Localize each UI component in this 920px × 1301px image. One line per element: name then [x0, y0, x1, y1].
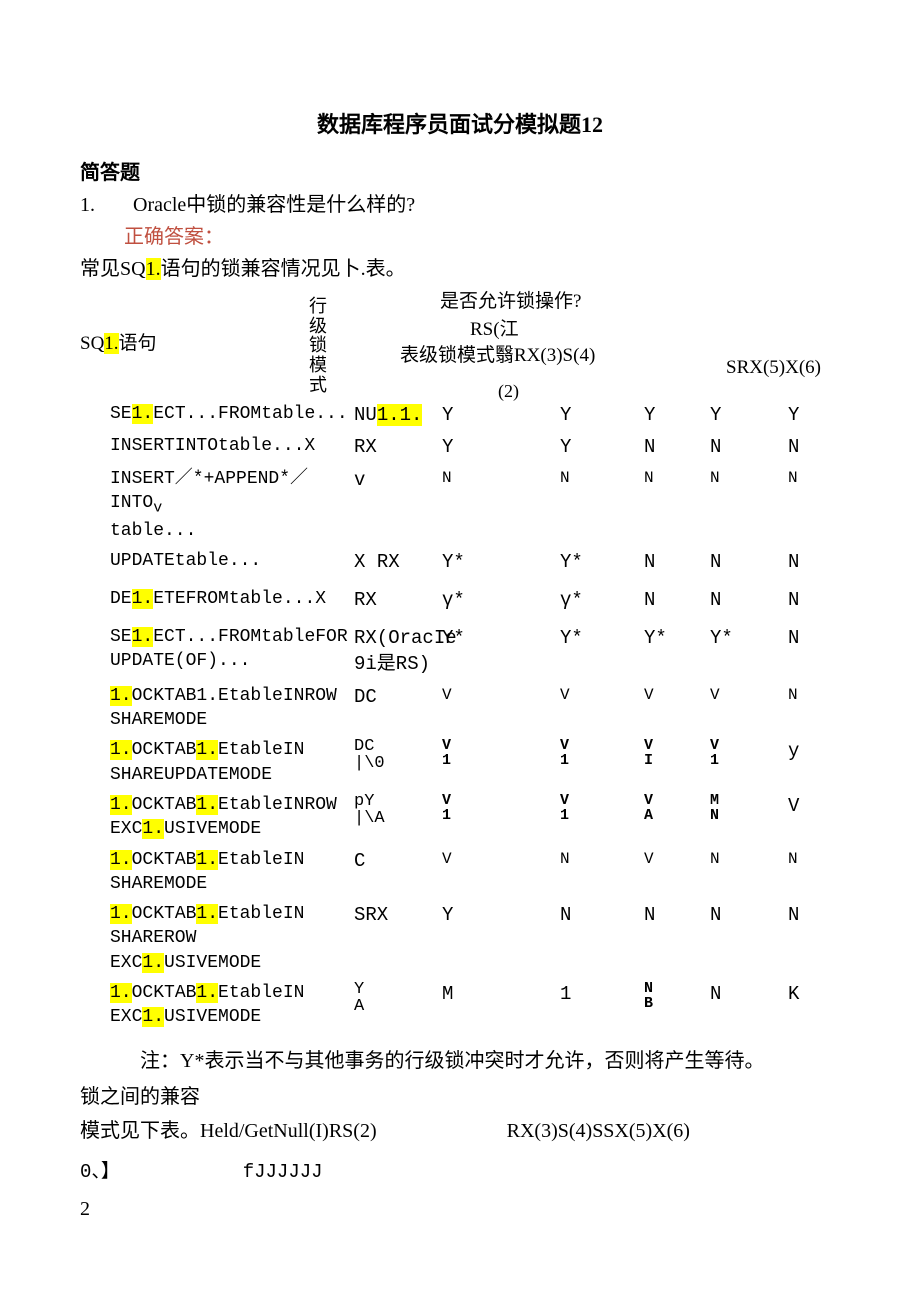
j-line: 0、】 fJJJJJJ [80, 1159, 840, 1186]
hdr-sql-pre: SQ [80, 333, 104, 354]
table-row: INSERT／*+APPEND*／INTOvtable...vNNNNN [80, 464, 840, 546]
header-sql: SQ1.语句 [80, 331, 300, 358]
intro-hl: 1. [146, 258, 161, 280]
table-row: INSERTINTOtable...XRXYYNNN [80, 431, 840, 464]
header-rowmode: 行级锁模式 [300, 289, 336, 396]
table-row: 1.OCKTAB1.EtableINROWEXC1.USIVEMODEpY|\A… [80, 790, 840, 845]
document-page: 数据库程序员面试分模拟题12 简答题 1. Oracle中锁的兼容性是什么样的?… [0, 0, 920, 1289]
header-srx: SRX(5)X(6) [726, 355, 821, 382]
lock-table: SQ1.语句 行级锁模式 是否允许锁操作? RS(江 表级锁模式翳RX(3)S(… [80, 289, 840, 1033]
question-line: 1. Oracle中锁的兼容性是什么样的? [80, 191, 840, 219]
header-rs: RS(江 [470, 317, 519, 344]
table-note: 注：Y*表示当不与其他事务的行级锁冲突时才允许，否则将产生等待。 [140, 1047, 840, 1075]
table-row: 1.OCKTAB1.EtableINSHAREROWEXC1.USIVEMODE… [80, 899, 840, 978]
post-line-2: 模式见下表。Held/GetNull(I)RS(2) RX(3)S(4)SSX(… [80, 1117, 840, 1145]
table-row: SE1.ECT...FROMtableFORUPDATE(OF)...RX(Or… [80, 622, 840, 681]
two-line: 2 [80, 1195, 840, 1223]
question-text: Oracle中锁的兼容性是什么样的? [133, 194, 415, 216]
post-line-1: 锁之间的兼容 [80, 1083, 840, 1111]
table-row: 1.OCKTAB1.EtableINSHAREUPDATEMODEDC|\0V1… [80, 735, 840, 790]
hdr-sql-hl: 1. [104, 333, 118, 354]
header-sub2: (2) [498, 379, 519, 404]
header-mode: 表级锁模式翳RX(3)S(4) [400, 343, 595, 370]
intro-pre: 常见SQ [80, 258, 146, 280]
intro-paragraph: 常见SQ1.语句的锁兼容情况见卜.表。 [80, 255, 840, 283]
hdr-sql-post: 语句 [119, 333, 157, 354]
table-row: SE1.ECT...FROMtable...NU1.1.YYYYY [80, 399, 840, 432]
table-header: SQ1.语句 行级锁模式 是否允许锁操作? RS(江 表级锁模式翳RX(3)S(… [80, 289, 840, 399]
jline-b: fJJJJJJ [243, 1161, 323, 1183]
table-row: 1.OCKTAB1.EtableINEXC1.USIVEMODEYAM1NBNK [80, 978, 840, 1033]
post2-b: RX(3)S(4)SSX(5)X(6) [507, 1120, 690, 1142]
header-allow: 是否允许锁操作? [440, 289, 581, 316]
table-row: 1.OCKTAB1.EtableINSHAREMODECVNVNN [80, 845, 840, 900]
table-body: SE1.ECT...FROMtable...NU1.1.YYYYYINSERTI… [80, 399, 840, 1033]
page-title: 数据库程序员面试分模拟题12 [80, 110, 840, 141]
section-heading: 简答题 [80, 159, 840, 187]
question-number: 1. [80, 191, 128, 219]
table-row: UPDATEtable...X RXY*Y*NNN [80, 546, 840, 579]
jline-a: 0、】 [80, 1161, 120, 1183]
intro-post: 语句的锁兼容情况见卜.表。 [161, 258, 406, 280]
table-row: 1.OCKTAB1.EtableINROWSHAREMODEDCVVVVN [80, 681, 840, 736]
answer-label: 正确答案： [124, 223, 840, 251]
post2-a: 模式见下表。Held/GetNull(I)RS(2) [80, 1120, 377, 1142]
table-row: DE1.ETEFROMtable...XRXγ*γ*NNN [80, 579, 840, 622]
